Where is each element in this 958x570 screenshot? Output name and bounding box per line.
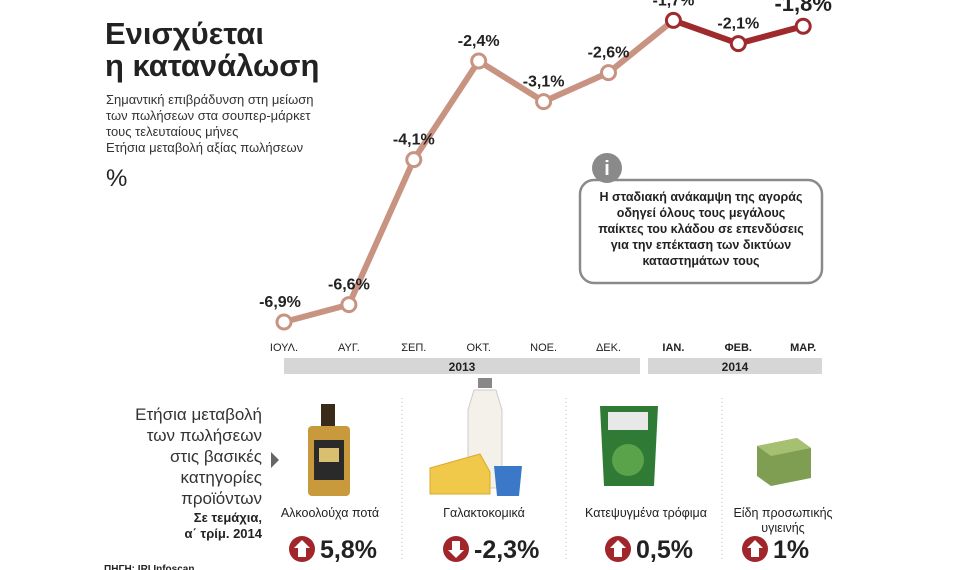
arrow-glyph	[610, 540, 626, 557]
intro-line: Ετήσια μεταβολή	[135, 405, 262, 424]
product-value: -2,3%	[474, 536, 539, 564]
x-tick-label: ΝΟΕ.	[530, 342, 557, 354]
intro-line: στις βασικές	[170, 447, 262, 466]
marker	[405, 151, 423, 169]
product-value: 0,5%	[636, 536, 693, 564]
info-text: για την επέκταση των δικτύων	[611, 238, 792, 252]
arrow-glyph	[294, 540, 310, 557]
marker	[729, 35, 747, 53]
title: η κατανάλωση	[105, 48, 319, 83]
marker	[340, 296, 358, 314]
note-line: α΄ τρίμ. 2014	[185, 526, 263, 541]
info-text: παίκτες του κλάδου σε επενδύσεις	[598, 222, 804, 236]
info-icon-glyph: i	[604, 158, 610, 180]
product-name: Είδη προσωπικής	[733, 506, 832, 520]
intro-line: των πωλήσεων	[147, 426, 262, 445]
marker	[664, 11, 682, 29]
marker	[794, 17, 812, 35]
arrow-glyph	[747, 540, 763, 557]
note-line: Σε τεμάχια,	[194, 510, 262, 525]
trend-arrow	[443, 536, 469, 562]
marker	[535, 93, 553, 111]
x-tick-label: ΙΑΝ.	[662, 342, 684, 354]
product-name: Κατεψυγμένα τρόφιμα	[585, 506, 707, 520]
dairy	[429, 378, 522, 496]
value-label: -3,1%	[523, 74, 565, 91]
x-tick-label: ΦΕΒ.	[725, 342, 752, 354]
info-icon	[592, 153, 622, 183]
marker	[470, 52, 488, 70]
x-tick-label: ΟΚΤ.	[466, 342, 490, 354]
info-text: οδηγεί όλους τους μεγάλους	[617, 206, 786, 220]
value-label: -6,6%	[328, 277, 370, 294]
source: ΠΗΓΗ: IRI Infoscan	[104, 564, 194, 570]
value-label: -1,7%	[653, 0, 695, 9]
year-label: 2014	[722, 360, 749, 374]
trend-arrow	[605, 536, 631, 562]
value-label: -6,9%	[259, 294, 301, 311]
title: Ενισχύεται	[105, 16, 264, 51]
liquor-bottle	[308, 404, 350, 496]
soap	[757, 438, 811, 486]
info-text: Η σταδιακή ανάκαμψη της αγοράς	[600, 190, 803, 204]
trend-arrow	[289, 536, 315, 562]
x-tick-label: ΜΑΡ.	[790, 342, 816, 354]
unit: %	[106, 165, 127, 192]
value-label: -2,1%	[717, 16, 759, 33]
pointer	[271, 452, 279, 468]
x-tick-label: ΑΥΓ.	[338, 342, 360, 354]
x-tick-label: ΣΕΠ.	[401, 342, 426, 354]
product-name: Γαλακτοκομικά	[443, 506, 525, 520]
year-band	[284, 358, 640, 374]
year-band	[648, 358, 822, 374]
year-label: 2013	[449, 360, 476, 374]
trend-arrow	[742, 536, 768, 562]
value-label: -4,1%	[393, 132, 435, 149]
frozen-bag	[600, 406, 658, 486]
subtitle: Ετήσια μεταβολή αξίας πωλήσεων	[106, 140, 303, 155]
x-tick-label: ΔΕΚ.	[596, 342, 621, 354]
arrow-glyph	[448, 541, 464, 558]
subtitle: των πωλήσεων στα σουπερ-μάρκετ	[106, 108, 311, 123]
marker	[600, 64, 617, 82]
intro-line: προϊόντων	[181, 489, 262, 508]
info-text: καταστημάτων τους	[642, 254, 759, 268]
subtitle: Σημαντική επιβράδυνση στη μείωση	[106, 92, 313, 107]
value-label: -1,8%	[774, 0, 831, 16]
info-box	[578, 178, 824, 285]
product-value: 1%	[773, 536, 809, 564]
subtitle: τους τελευταίους μήνες	[106, 124, 238, 139]
product-name: Αλκοολούχα ποτά	[281, 506, 379, 520]
product-value: 5,8%	[320, 536, 377, 564]
intro-line: κατηγορίες	[181, 468, 262, 487]
x-tick-label: ΙΟΥΛ.	[270, 342, 298, 354]
marker	[275, 313, 293, 331]
product-name: υγιεινής	[761, 521, 804, 535]
value-label: -2,4%	[458, 33, 500, 50]
value-label: -2,6%	[588, 45, 630, 62]
